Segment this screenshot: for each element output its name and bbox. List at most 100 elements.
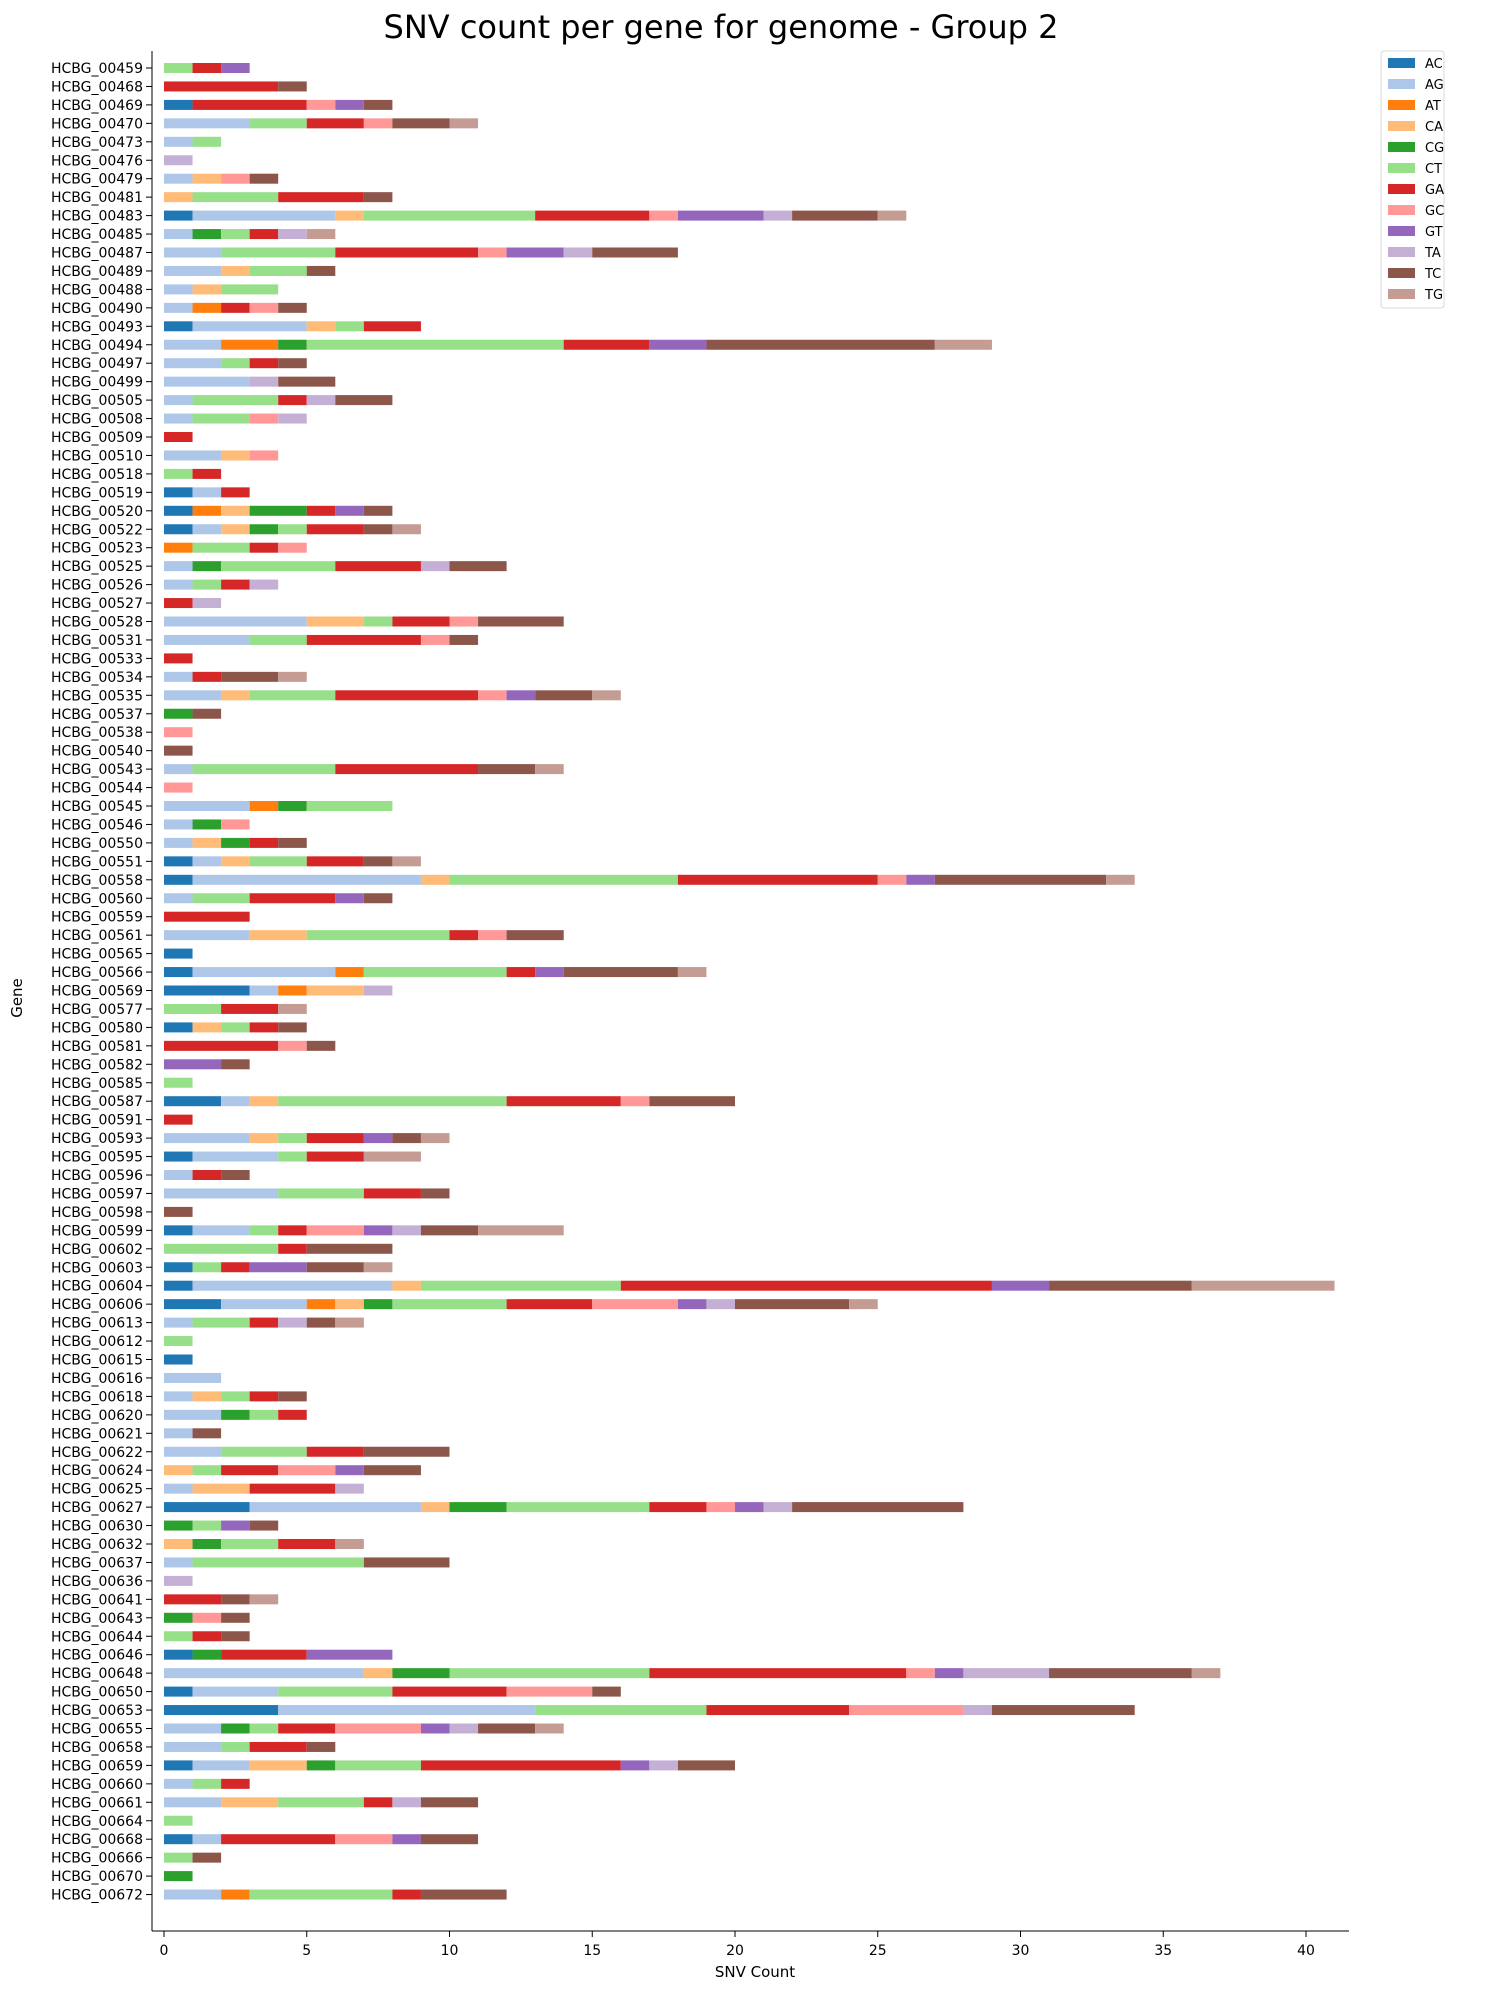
- bar-segment-HCBG_00650-AG: [192, 1686, 279, 1697]
- bar-segment-HCBG_00603-GT: [249, 1262, 307, 1273]
- y-tick-label: HCBG_00627: [51, 1500, 143, 1516]
- bar-segment-HCBG_00459-GT: [221, 63, 250, 73]
- y-tick-label: HCBG_00613: [51, 1316, 143, 1332]
- bar-segment-HCBG_00525-AG: [164, 561, 193, 572]
- bar-segment-HCBG_00499-TC: [278, 376, 336, 387]
- bar-segment-HCBG_00598-TC: [164, 1206, 193, 1217]
- bar-segment-HCBG_00487-GA: [335, 247, 479, 258]
- bar-segment-HCBG_00558-GA: [677, 874, 878, 885]
- y-tick-label: HCBG_00672: [51, 1888, 143, 1904]
- bar-segment-HCBG_00522-CG: [249, 524, 279, 535]
- bar-segment-HCBG_00537-TC: [192, 708, 222, 719]
- bar-segment-HCBG_00599-AC: [164, 1225, 193, 1236]
- y-tick-label: HCBG_00543: [51, 762, 143, 778]
- bar-segment-HCBG_00479-CA: [192, 173, 222, 184]
- bar-segment-HCBG_00469-AC: [164, 99, 193, 110]
- bar-segment-HCBG_00483-GC: [649, 210, 678, 221]
- bar-segment-HCBG_00469-GT: [335, 99, 364, 110]
- bar-segment-HCBG_00632-CG: [192, 1539, 222, 1549]
- bar-segment-HCBG_00648-GC: [906, 1668, 935, 1679]
- bar-segment-HCBG_00533-GA: [164, 653, 193, 664]
- y-tick-label: HCBG_00597: [51, 1186, 143, 1202]
- y-tick-label: HCBG_00565: [51, 947, 143, 963]
- bar-segment-HCBG_00630-CT: [192, 1520, 222, 1531]
- bar-segment-HCBG_00630-TC: [249, 1520, 279, 1531]
- bar-segment-HCBG_00668-AG: [192, 1834, 222, 1845]
- bar-segment-HCBG_00494-TC: [706, 339, 935, 350]
- bar-segment-HCBG_00672-AT: [221, 1889, 250, 1900]
- legend-swatch-TC: [1388, 268, 1415, 278]
- bar-segment-HCBG_00618-CT: [221, 1391, 250, 1402]
- bar-segment-HCBG_00622-CT: [221, 1446, 307, 1457]
- bar-segment-HCBG_00566-GA: [506, 967, 536, 978]
- bar-segment-HCBG_00483-TC: [792, 210, 878, 221]
- y-tick-label: HCBG_00527: [51, 596, 143, 612]
- bar-segment-HCBG_00561-TC: [506, 930, 564, 941]
- y-tick-label: HCBG_00648: [51, 1666, 143, 1682]
- bar-segment-HCBG_00483-TA: [763, 210, 793, 221]
- bar-segment-HCBG_00561-CA: [249, 930, 307, 941]
- bar-segment-HCBG_00659-TA: [649, 1760, 678, 1771]
- bar-segment-HCBG_00650-AC: [164, 1686, 193, 1697]
- bar-segment-HCBG_00494-CT: [306, 339, 564, 350]
- bar-segment-HCBG_00577-TG: [278, 1003, 307, 1014]
- bar-segment-HCBG_00620-GA: [278, 1409, 307, 1420]
- bar-segment-HCBG_00470-GA: [306, 118, 364, 129]
- x-tick-label: 10: [441, 1943, 459, 1959]
- bar-segment-HCBG_00666-CT: [164, 1852, 193, 1863]
- bar-segment-HCBG_00606-TC: [735, 1299, 850, 1310]
- y-tick-label: HCBG_00488: [51, 282, 143, 298]
- bar-segment-HCBG_00479-AG: [164, 173, 193, 184]
- y-tick-label: HCBG_00522: [51, 522, 143, 538]
- bar-segment-HCBG_00531-GA: [306, 634, 421, 645]
- legend-frame: [1380, 50, 1445, 309]
- bar-segment-HCBG_00561-CT: [306, 930, 450, 941]
- y-tick-label: HCBG_00668: [51, 1832, 143, 1848]
- y-tick-label: HCBG_00560: [51, 891, 143, 907]
- bar-segment-HCBG_00468-TC: [278, 81, 307, 92]
- bar-segment-HCBG_00551-TC: [363, 856, 393, 867]
- bar-segment-HCBG_00508-TA: [278, 413, 307, 424]
- y-tick-label: HCBG_00593: [51, 1131, 143, 1147]
- y-tick-label: HCBG_00612: [51, 1334, 143, 1350]
- bar-segment-HCBG_00569-AG: [249, 985, 279, 996]
- bar-segment-HCBG_00595-AC: [164, 1151, 193, 1162]
- bar-segment-HCBG_00497-TC: [278, 358, 307, 369]
- bar-segment-HCBG_00479-GC: [221, 173, 250, 184]
- legend-swatch-AT: [1388, 100, 1415, 110]
- y-tick-label: HCBG_00546: [51, 817, 143, 833]
- y-tick-label: HCBG_00508: [51, 412, 143, 428]
- y-tick-label: HCBG_00499: [51, 375, 143, 391]
- bar-segment-HCBG_00620-CT: [249, 1409, 279, 1420]
- bar-segment-HCBG_00510-AG: [164, 450, 222, 461]
- legend-label-AG: AG: [1425, 78, 1444, 93]
- y-tick-label: HCBG_00520: [51, 504, 143, 520]
- y-tick-label: HCBG_00650: [51, 1685, 143, 1701]
- bar-segment-HCBG_00659-TC: [677, 1760, 735, 1771]
- y-tick-label: HCBG_00591: [51, 1113, 143, 1129]
- legend-swatch-GT: [1388, 226, 1415, 236]
- bar-segment-HCBG_00643-TC: [221, 1612, 250, 1623]
- bar-segment-HCBG_00473-CT: [192, 136, 222, 147]
- y-tick-label: HCBG_00643: [51, 1611, 143, 1627]
- bar-segment-HCBG_00550-CG: [221, 837, 250, 848]
- bar-segment-HCBG_00535-CA: [221, 690, 250, 701]
- y-tick-label: HCBG_00595: [51, 1150, 143, 1166]
- bar-segment-HCBG_00535-CT: [249, 690, 336, 701]
- bar-segment-HCBG_00599-CT: [249, 1225, 279, 1236]
- y-tick-label: HCBG_00616: [51, 1371, 143, 1387]
- x-tick-label: 20: [726, 1943, 744, 1959]
- bar-segment-HCBG_00646-GA: [221, 1649, 307, 1660]
- bar-segment-HCBG_00551-GA: [306, 856, 364, 867]
- bar-segment-HCBG_00603-GA: [221, 1262, 250, 1273]
- bar-segment-HCBG_00661-CT: [278, 1797, 364, 1808]
- legend-swatch-CA: [1388, 121, 1415, 131]
- bar-segment-HCBG_00661-TA: [392, 1797, 421, 1808]
- bar-segment-HCBG_00535-GT: [506, 690, 536, 701]
- bar-segment-HCBG_00523-GA: [249, 542, 279, 553]
- bar-segment-HCBG_00587-AC: [164, 1096, 222, 1107]
- bar-segment-HCBG_00527-TA: [192, 598, 222, 609]
- x-tick-label: 40: [1297, 1943, 1315, 1959]
- bar-segment-HCBG_00655-GA: [278, 1723, 336, 1734]
- bar-segment-HCBG_00566-AC: [164, 967, 193, 978]
